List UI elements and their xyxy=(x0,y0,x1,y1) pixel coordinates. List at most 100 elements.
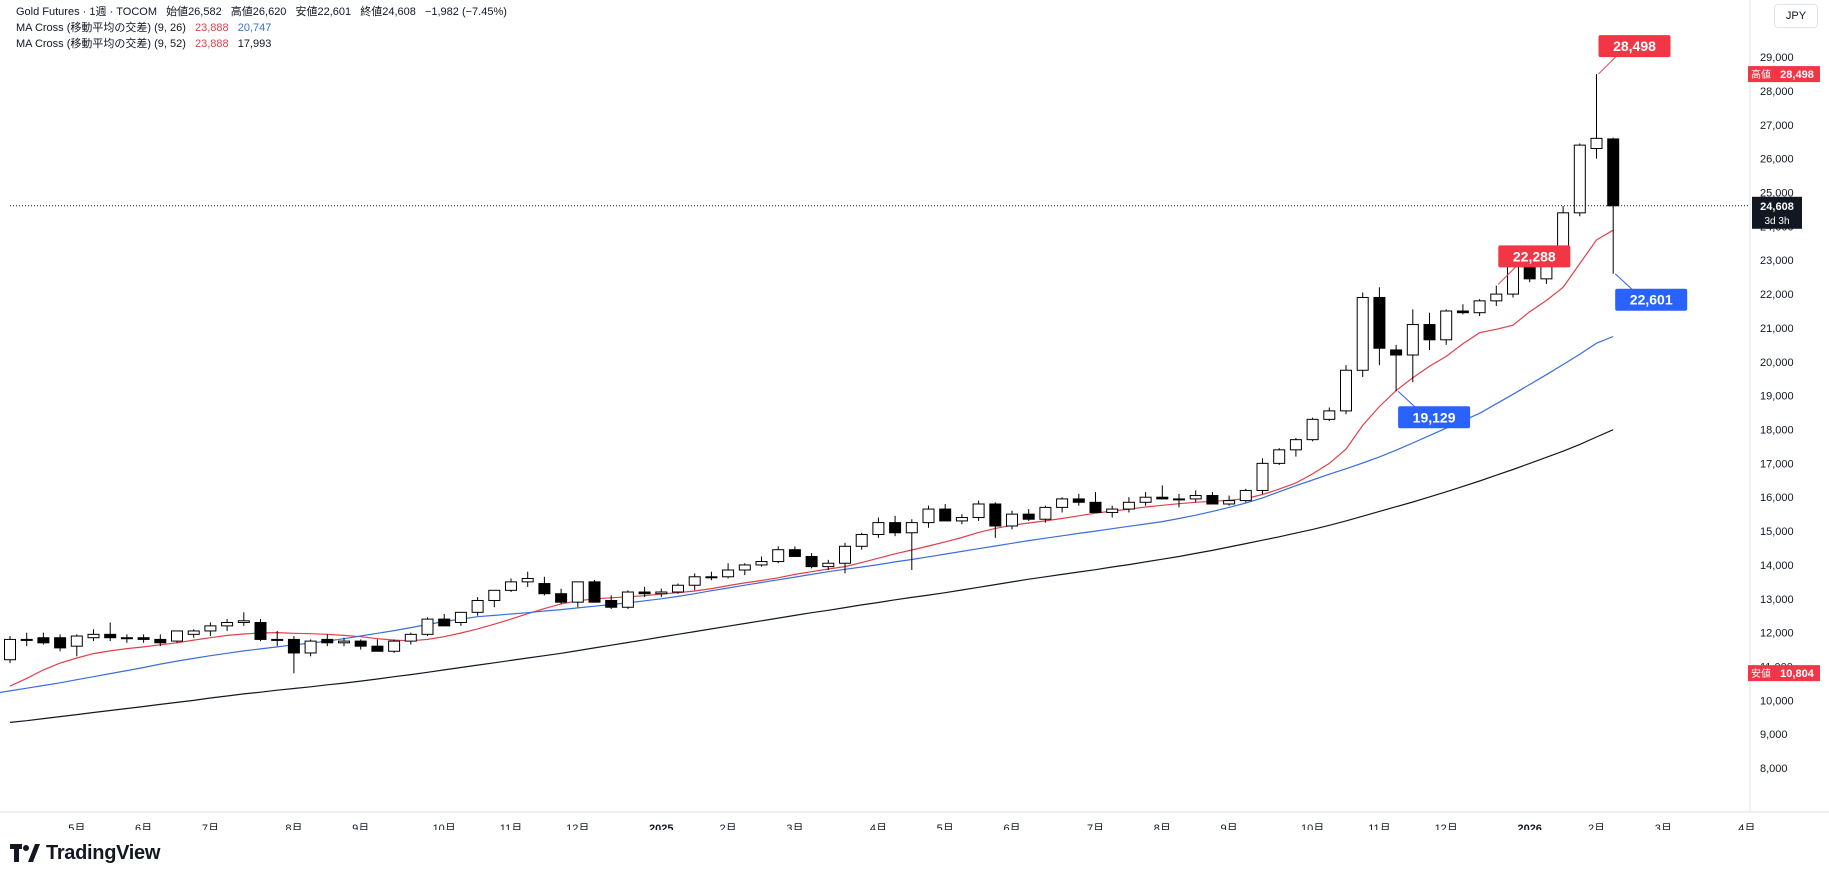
high-price-label-value: 28,498 xyxy=(1780,69,1814,81)
legend-row-indicator-2[interactable]: MA Cross (移動平均の交差) (9, 52) 23,888 17,993 xyxy=(16,36,507,52)
candle-body xyxy=(338,640,350,644)
callout-text: 22,288 xyxy=(1513,248,1556,264)
candle-body xyxy=(254,621,267,640)
candle-body xyxy=(54,637,67,649)
candle-body xyxy=(438,618,451,627)
candle xyxy=(54,634,67,652)
candle xyxy=(1390,344,1403,392)
candle-body xyxy=(738,564,751,571)
candle xyxy=(154,634,167,647)
candle xyxy=(972,500,985,521)
x-tick-label: 5月 xyxy=(937,823,954,830)
x-tick-label: 11月 xyxy=(1368,823,1390,830)
legend-row-indicator-1[interactable]: MA Cross (移動平均の交差) (9, 26) 23,888 20,747 xyxy=(16,20,507,36)
candle xyxy=(755,556,768,567)
indicator-value-slow: 20,747 xyxy=(237,22,272,34)
x-tick-label: 7月 xyxy=(1087,823,1104,830)
tradingview-logo[interactable]: TradingView xyxy=(10,838,160,868)
x-tick-label: 2025 xyxy=(649,823,673,830)
y-tick-label: 10,000 xyxy=(1760,695,1794,707)
ma-line xyxy=(9,229,1614,687)
candle xyxy=(1423,312,1436,350)
candle-body xyxy=(1390,349,1403,356)
candle-body xyxy=(1323,410,1336,420)
current-price-value: 24,608 xyxy=(1760,201,1794,213)
candle xyxy=(438,614,451,627)
candle-body xyxy=(805,555,818,568)
candle-body xyxy=(1189,495,1202,500)
candle-body xyxy=(588,581,601,603)
y-tick-label: 16,000 xyxy=(1760,492,1794,504)
currency-button[interactable]: JPY xyxy=(1774,4,1818,28)
candle-body xyxy=(505,581,517,591)
candle xyxy=(254,619,267,642)
candle-body xyxy=(104,633,117,639)
x-tick-label: 5月 xyxy=(68,823,85,830)
callout-badge xyxy=(1398,406,1471,429)
candle xyxy=(187,629,200,638)
candle-body xyxy=(755,561,768,566)
candle-body xyxy=(989,503,1002,527)
candle-body xyxy=(137,637,150,640)
candle-body xyxy=(1022,513,1035,520)
candle xyxy=(1139,492,1152,506)
candle xyxy=(505,578,517,593)
candle-body xyxy=(1006,513,1018,527)
x-tick-label: 2月 xyxy=(1588,823,1605,830)
candle xyxy=(1239,488,1252,503)
candle-body xyxy=(1256,462,1269,491)
candle-body xyxy=(1223,500,1236,505)
ohlc-high-value: 26,620 xyxy=(252,6,287,18)
candle-body xyxy=(171,630,183,642)
candle xyxy=(1072,493,1085,506)
callout-badge xyxy=(1498,245,1571,268)
candle-body xyxy=(1173,498,1185,501)
candle xyxy=(638,586,651,598)
candle-body xyxy=(889,522,902,534)
candle xyxy=(1289,437,1302,457)
candle xyxy=(855,532,868,550)
candle xyxy=(1356,292,1369,378)
ohlc-close-label: 終値 xyxy=(360,6,383,18)
legend-row-symbol: Gold Futures · 1週 · TOCOM 始値26,582 高値26,… xyxy=(16,4,507,20)
candle xyxy=(772,546,785,564)
candle-body xyxy=(972,503,985,519)
candle-body xyxy=(271,638,284,641)
candle xyxy=(738,563,751,576)
indicator-value-fast: 23,888 xyxy=(194,38,229,50)
ohlc-open-value: 26,582 xyxy=(188,6,222,18)
indicator-value-fast: 23,888 xyxy=(194,22,229,34)
candle-body xyxy=(1340,369,1352,412)
candle xyxy=(722,563,735,579)
candle xyxy=(137,634,150,643)
price-chart[interactable]: 8,0009,00010,00011,00012,00013,00014,000… xyxy=(0,0,1829,830)
x-tick-label: 3月 xyxy=(786,823,803,830)
candle xyxy=(805,553,818,569)
candle-body xyxy=(287,638,300,654)
candle-body xyxy=(1273,449,1286,464)
x-tick-label: 2月 xyxy=(720,823,737,830)
candle-body xyxy=(454,611,467,623)
y-tick-label: 9,000 xyxy=(1760,729,1788,741)
candle xyxy=(1340,365,1352,415)
candle-body xyxy=(388,640,401,652)
ohlc-low-value: 22,601 xyxy=(317,6,352,18)
y-tick-label: 26,000 xyxy=(1760,154,1794,166)
candle xyxy=(1306,417,1319,442)
candle-body xyxy=(688,576,701,586)
candle xyxy=(1373,287,1386,366)
indicator-name: MA Cross (移動平均の交差) xyxy=(16,22,152,34)
y-tick-label: 15,000 xyxy=(1760,526,1794,538)
candle xyxy=(4,636,16,664)
callout-badge xyxy=(1615,288,1688,311)
candle xyxy=(1273,448,1286,466)
candle xyxy=(321,634,334,647)
candle-body xyxy=(87,633,100,639)
candle-body xyxy=(1072,498,1085,503)
candle xyxy=(304,639,317,657)
x-tick-label: 4月 xyxy=(1738,823,1755,830)
candle xyxy=(1473,299,1486,317)
symbol-title[interactable]: Gold Futures · 1週 · TOCOM xyxy=(16,6,157,18)
tradingview-logo-icon xyxy=(10,844,40,862)
candle xyxy=(1156,485,1169,500)
